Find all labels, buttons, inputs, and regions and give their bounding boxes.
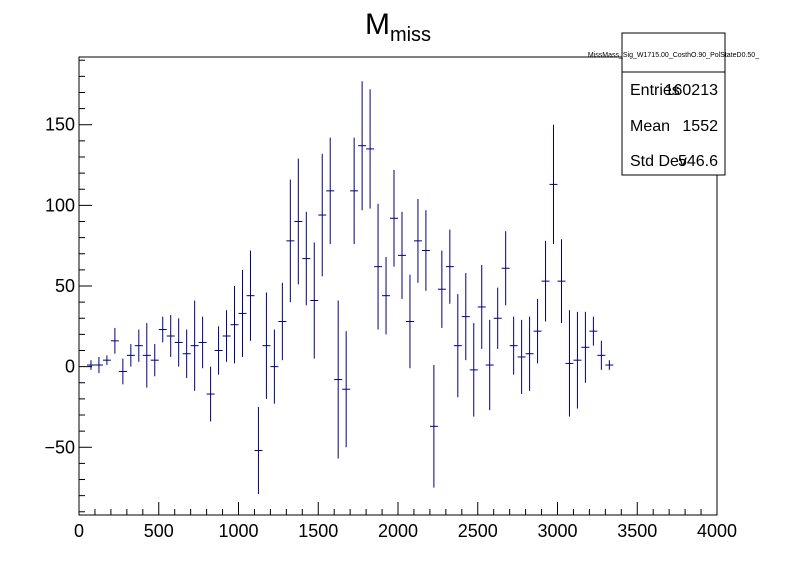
data-point: [597, 340, 606, 370]
data-point: [573, 311, 582, 409]
data-point: [557, 239, 566, 324]
data-point: [206, 366, 215, 422]
data-point: [126, 344, 135, 367]
plot-frame: [78, 56, 718, 516]
chart-title-subscript: miss: [390, 24, 431, 46]
data-point: [413, 198, 422, 283]
data-point: [166, 315, 175, 357]
data-point: [142, 323, 151, 388]
data-point: [190, 300, 199, 391]
x-tick-label: 1500: [298, 521, 338, 541]
x-tick-label: 4000: [697, 521, 737, 541]
data-point: [509, 316, 518, 375]
data-point: [517, 319, 526, 395]
chart-title: Mmiss: [365, 8, 431, 46]
data-point: [437, 250, 446, 328]
data-point: [374, 203, 383, 330]
data-point: [477, 265, 486, 349]
data-point: [302, 211, 311, 306]
data-point: [461, 273, 470, 361]
data-point: [581, 311, 590, 383]
data-point: [382, 256, 391, 335]
data-point: [589, 316, 598, 346]
data-point: [118, 358, 127, 385]
data-point: [405, 274, 414, 369]
data-point: [286, 179, 295, 303]
data-point: [605, 360, 614, 370]
data-point: [525, 316, 534, 391]
x-tick-label: 1000: [218, 521, 258, 541]
stats-entries-value: 160213: [665, 82, 718, 99]
data-point: [429, 365, 438, 488]
axis-ticks: 0 500 1000 1500 2000 2500 3000 3500 4000 −50 0 50 10…: [44, 59, 737, 541]
stats-entries-label: Entries: [630, 82, 680, 99]
data-point: [326, 137, 335, 245]
data-point: [214, 326, 223, 375]
x-tick-label: 2500: [458, 521, 498, 541]
data-point: [230, 286, 239, 364]
data-point: [541, 240, 550, 322]
data-point: [254, 406, 263, 495]
data-point: [238, 269, 247, 357]
y-tick-label: 100: [45, 195, 75, 215]
x-tick-label: 3000: [537, 521, 577, 541]
data-point: [134, 329, 143, 362]
data-point: [366, 89, 375, 209]
data-point: [469, 323, 478, 417]
stats-mean-label: Mean: [630, 118, 670, 135]
x-tick-label: 3500: [617, 521, 657, 541]
data-point: [453, 294, 462, 398]
data-point: [262, 292, 271, 399]
data-points: [86, 81, 614, 495]
data-point: [350, 137, 359, 245]
chart-title-main: M: [365, 8, 390, 41]
data-point: [358, 81, 367, 211]
y-tick-label: −50: [44, 437, 75, 457]
data-point: [445, 229, 454, 304]
data-point: [390, 169, 398, 267]
data-point: [222, 310, 231, 362]
data-point: [102, 355, 111, 366]
y-tick-label: 150: [45, 115, 75, 135]
data-point: [549, 124, 558, 245]
stats-mean-value: 1552: [682, 118, 718, 135]
x-tick-label: 2000: [378, 521, 418, 541]
data-point: [485, 319, 494, 411]
data-point: [270, 329, 279, 404]
data-point: [150, 344, 159, 377]
data-point: [294, 158, 303, 285]
data-point: [198, 316, 207, 369]
data-point: [565, 310, 574, 417]
data-point: [278, 282, 287, 361]
data-point: [174, 318, 183, 367]
data-point: [182, 329, 191, 378]
data-point: [110, 327, 119, 354]
data-point: [342, 331, 351, 448]
data-point: [86, 360, 95, 370]
stats-histogram-name: MissMass_Sig_W1715.00_CosthO.90_PolState…: [588, 52, 759, 59]
stats-stddev-value: 546.6: [678, 153, 718, 170]
data-point: [493, 287, 502, 349]
y-tick-label: 0: [65, 357, 75, 377]
x-tick-label: 500: [144, 521, 174, 541]
data-point: [318, 153, 327, 277]
stats-box: MissMass_Sig_W1715.00_CosthO.90_PolState…: [588, 32, 759, 176]
data-point: [501, 231, 510, 306]
data-point: [310, 242, 319, 359]
data-point: [334, 300, 343, 459]
data-point: [421, 210, 430, 291]
data-point: [246, 250, 255, 341]
data-point: [398, 211, 406, 299]
stats-stddev-label: Std Dev: [630, 153, 687, 170]
data-point: [94, 356, 103, 374]
data-point: [158, 316, 167, 343]
data-point: [533, 298, 542, 364]
y-tick-label: 50: [55, 276, 75, 296]
x-tick-label: 0: [74, 521, 84, 541]
